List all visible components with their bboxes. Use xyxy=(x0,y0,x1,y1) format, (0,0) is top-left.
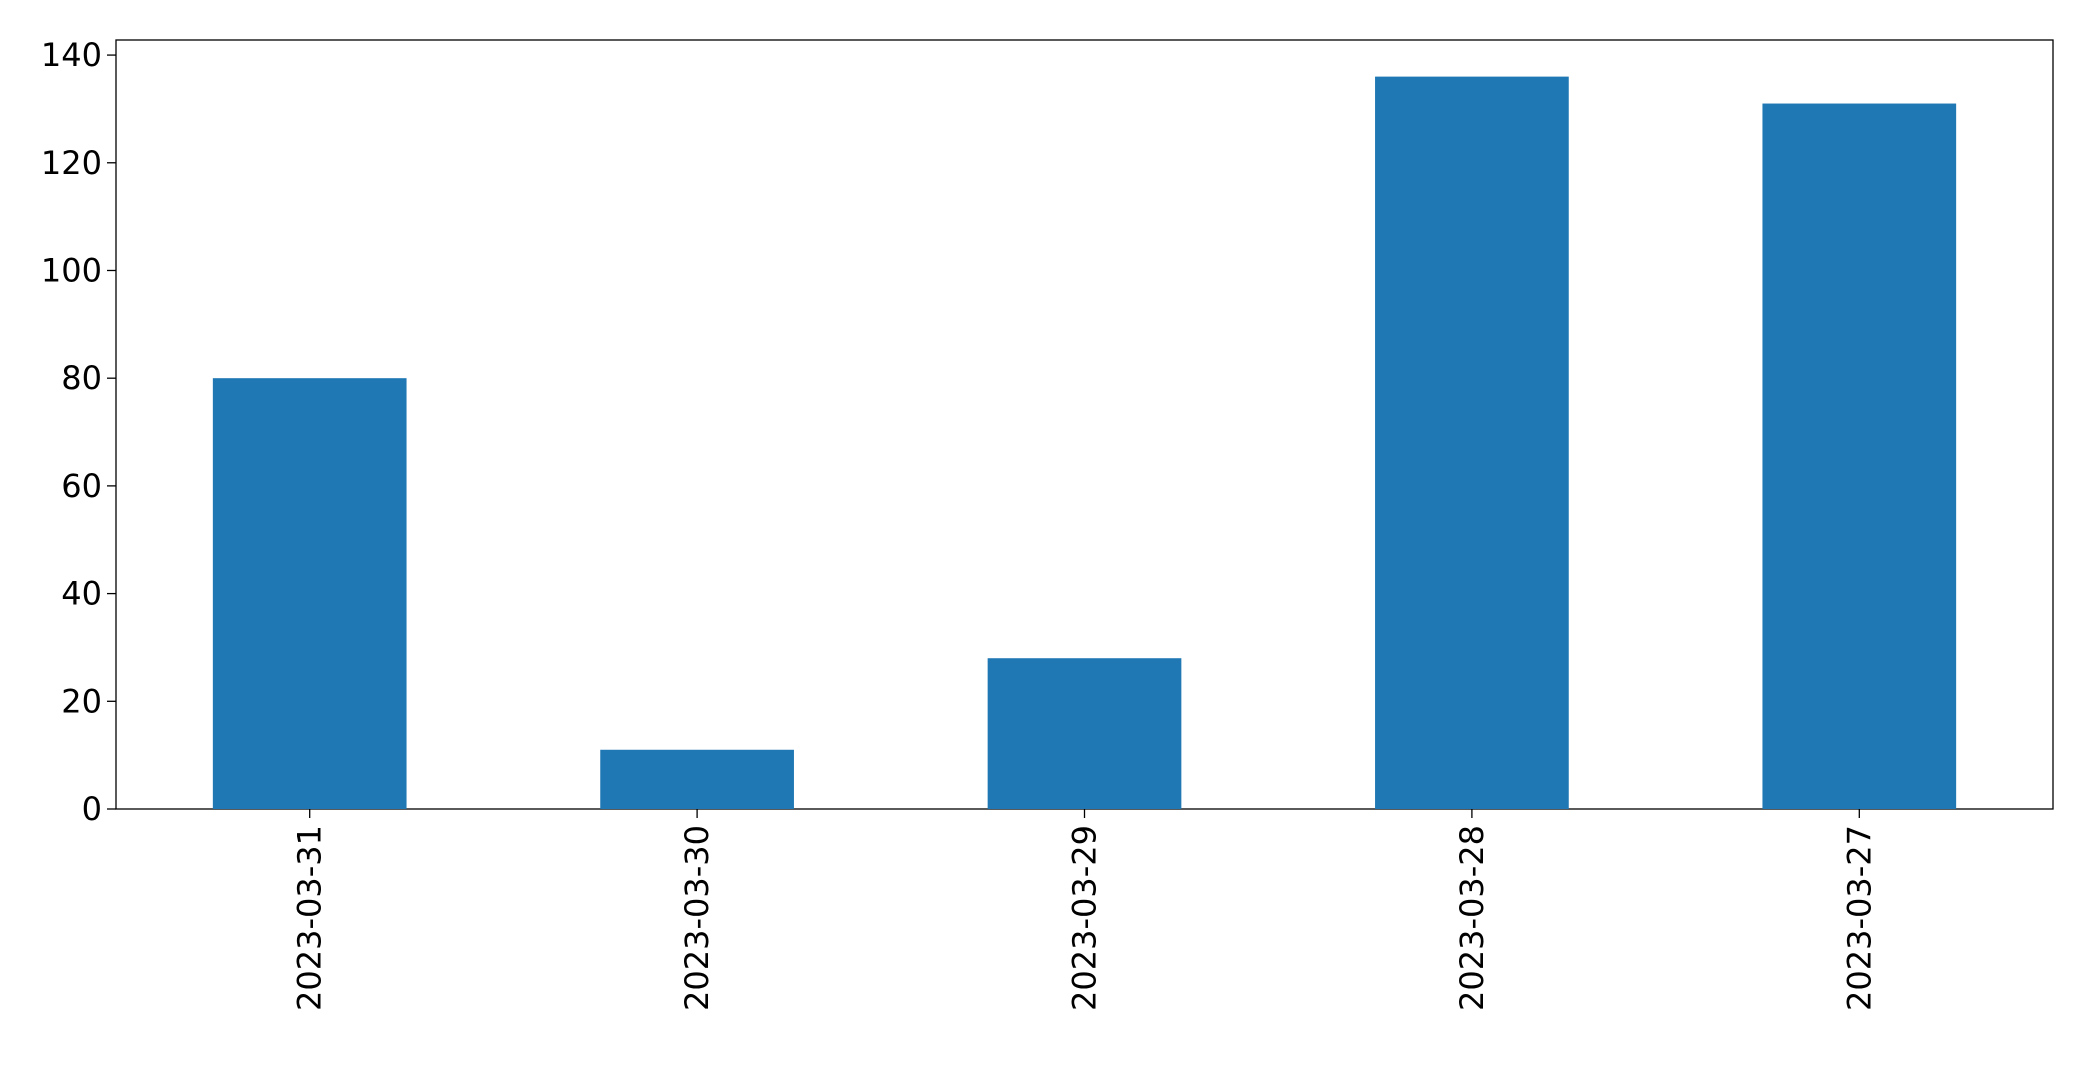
bar xyxy=(600,749,794,809)
bar xyxy=(212,378,407,809)
bar xyxy=(1375,76,1569,810)
y-tick-label: 120 xyxy=(41,144,102,182)
y-tick-label: 60 xyxy=(61,467,102,505)
x-tick-label: 2023-03-29 xyxy=(1066,825,1104,1011)
bar xyxy=(1762,103,1957,810)
x-tick-label: 2023-03-30 xyxy=(678,825,716,1011)
y-tick-label: 100 xyxy=(41,251,102,289)
y-tick-label: 0 xyxy=(82,790,102,828)
bar xyxy=(987,658,1182,809)
x-tick-label: 2023-03-28 xyxy=(1453,825,1491,1011)
x-tick-label: 2023-03-31 xyxy=(291,825,329,1011)
y-tick-label: 20 xyxy=(61,682,102,720)
y-tick-label: 140 xyxy=(41,36,102,74)
x-tick-label: 2023-03-27 xyxy=(1840,825,1878,1011)
y-tick-label: 80 xyxy=(61,359,102,397)
y-tick-label: 40 xyxy=(61,575,102,613)
